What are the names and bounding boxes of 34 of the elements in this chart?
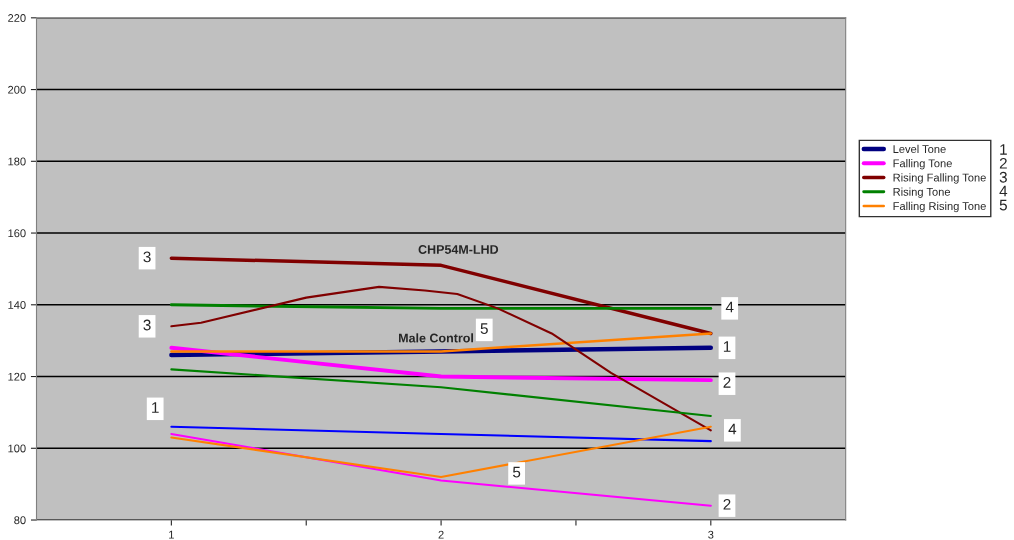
y-tick-label: 80 <box>14 516 26 525</box>
text: 4 <box>999 185 1008 197</box>
legend-label: Level Tone <box>893 144 946 154</box>
legend-label: Falling Tone <box>893 159 952 170</box>
y-tick-label: 220 <box>8 14 26 22</box>
legend-label: Rising Falling Tone <box>893 173 986 184</box>
y-tick-label: 160 <box>8 229 26 238</box>
legend-label: Rising Tone <box>893 187 951 198</box>
line-series <box>170 285 712 432</box>
annotation: CHP54M-LHD <box>418 245 499 254</box>
annotation: 4 <box>725 301 734 313</box>
annotation: 1 <box>152 402 159 413</box>
y-tick-label: 200 <box>8 85 26 94</box>
annotation: Male Control <box>399 333 473 343</box>
annotation: 5 <box>480 323 488 334</box>
x-tick-label: 1 <box>169 530 174 539</box>
text: 2 <box>999 157 1007 169</box>
y-tick-label: 180 <box>8 157 26 166</box>
x-tick-label: 2 <box>438 530 444 539</box>
annotation: 3 <box>143 319 151 331</box>
y-tick-label: 120 <box>8 372 26 381</box>
annotation: 2 <box>723 498 731 510</box>
text: 1 <box>1000 144 1007 155</box>
legend-label: Falling Rising Tone <box>893 201 986 213</box>
x-tick-label: 3 <box>708 530 714 539</box>
annotation: 4 <box>728 423 737 435</box>
y-tick-label: 100 <box>8 444 26 453</box>
y-tick-label: 140 <box>8 301 26 309</box>
annotation: 2 <box>723 376 731 388</box>
annotation: 3 <box>143 251 151 263</box>
annotation: 1 <box>723 341 731 352</box>
annotation: 5 <box>512 466 521 478</box>
text: 5 <box>999 199 1007 211</box>
text: 3 <box>999 171 1007 183</box>
